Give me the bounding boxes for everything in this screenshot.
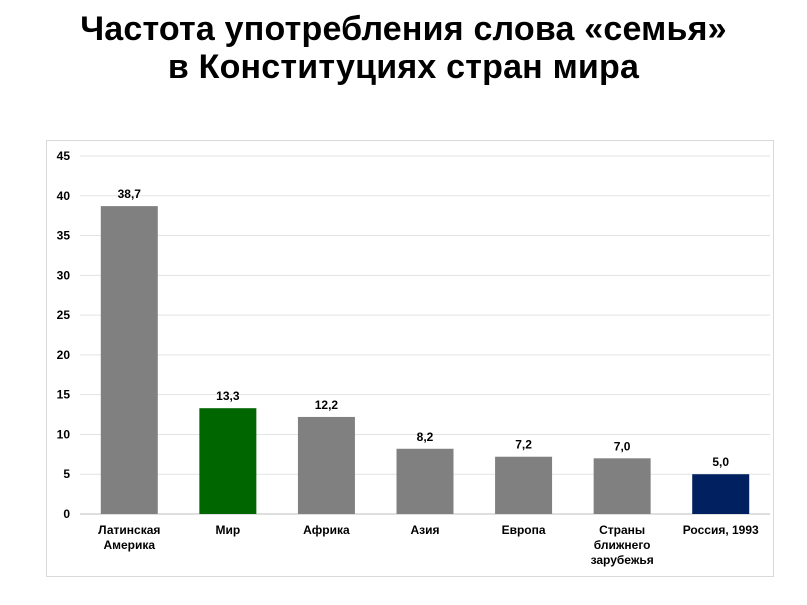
value-label-1: 13,3	[216, 389, 240, 403]
y-tick-label-25: 25	[57, 308, 71, 322]
value-label-6: 5,0	[712, 455, 729, 469]
category-label-5-line-1: ближнего	[594, 538, 651, 552]
category-label-6-line-0: Россия, 1993	[683, 523, 759, 537]
y-tick-label-35: 35	[57, 229, 71, 243]
y-tick-label-30: 30	[57, 268, 71, 282]
chart-title-line-2: в Конституциях стран мира	[167, 48, 640, 86]
category-label-0-line-0: Латинская	[98, 523, 160, 537]
value-label-4: 7,2	[515, 438, 532, 452]
bar-6	[692, 474, 750, 514]
category-label-0: Латинская Америка	[98, 523, 160, 552]
chart-area: 0 5 10 15 20 25 30 35 40 45 38,7 Латинская Америка 13…	[46, 140, 774, 577]
category-label-1: Мир	[216, 523, 241, 537]
category-label-6: Россия, 1993	[683, 523, 759, 537]
category-label-2-line-0: Африка	[303, 523, 350, 537]
category-label-3: Азия	[410, 523, 439, 537]
y-tick-label-45: 45	[57, 149, 71, 163]
y-tick-label-15: 15	[57, 388, 71, 402]
category-label-5-line-0: Страны	[599, 523, 645, 537]
y-tick-label-0: 0	[63, 507, 70, 521]
category-label-5-line-2: зарубежья	[591, 553, 654, 567]
bar-2	[297, 416, 355, 514]
category-label-2: Африка	[303, 523, 350, 537]
value-label-0: 38,7	[118, 187, 142, 201]
value-label-3: 8,2	[417, 430, 434, 444]
bar-5	[593, 458, 651, 514]
category-label-4-line-0: Европа	[502, 523, 546, 537]
bar-4	[495, 456, 553, 514]
category-label-1-line-0: Мир	[216, 523, 241, 537]
bar-chart: 0 5 10 15 20 25 30 35 40 45 38,7 Латинская Америка 13…	[57, 149, 770, 567]
bar-0	[100, 206, 158, 514]
y-tick-label-40: 40	[57, 189, 71, 203]
chart-title: Частота употребления слова «семья» в Кон…	[0, 10, 807, 86]
y-tick-label-5: 5	[63, 467, 70, 481]
category-label-0-line-1: Америка	[103, 538, 155, 552]
bar-3	[396, 448, 454, 514]
chart-title-line-1: Частота употребления слова «семья»	[80, 10, 727, 48]
category-label-5: Страны ближнего зарубежья	[591, 523, 654, 567]
category-label-4: Европа	[502, 523, 546, 537]
y-tick-label-10: 10	[57, 427, 71, 441]
y-tick-label-20: 20	[57, 348, 71, 362]
value-label-5: 7,0	[614, 439, 631, 453]
bar-1	[199, 408, 257, 514]
value-label-2: 12,2	[315, 398, 339, 412]
category-label-3-line-0: Азия	[410, 523, 439, 537]
